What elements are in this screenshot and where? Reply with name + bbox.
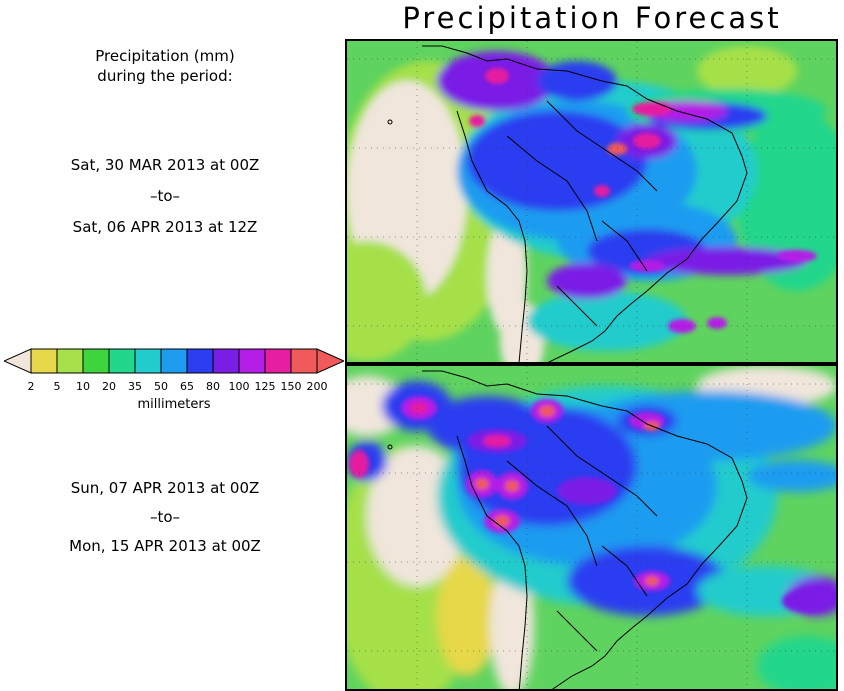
- colorbar-over-arrow: [316, 348, 344, 374]
- colorbar-tick-label: 50: [154, 380, 168, 393]
- colorbar-bin: [212, 348, 240, 374]
- colorbar-bin: [30, 348, 58, 374]
- period-label: Precipitation (mm) during the period:: [0, 46, 330, 86]
- colorbar-tick-label: 100: [229, 380, 250, 393]
- colorbar-legend: 2 5 10 20 35 50 65 80 100 125 150 200 millimeters: [4, 348, 344, 412]
- precip-field: [347, 46, 836, 362]
- map-panel-period1: [345, 39, 838, 364]
- colorbar-bin: [134, 348, 162, 374]
- colorbar-under-arrow: [4, 348, 32, 374]
- page-title: Precipitation Forecast: [402, 1, 782, 35]
- coastline-outline: [387, 45, 748, 362]
- colorbar-tick-label: 20: [102, 380, 116, 393]
- period-label-line1: Precipitation (mm): [95, 47, 235, 65]
- colorbar-bin: [108, 348, 136, 374]
- colorbar-tick-label: 150: [281, 380, 302, 393]
- colorbar-bins: [30, 348, 318, 374]
- period2-start: Sun, 07 APR 2013 at 00Z: [70, 479, 260, 497]
- colorbar-tick-labels: 2 5 10 20 35 50 65 80 100 125 150 200: [28, 380, 328, 393]
- graticule: [347, 366, 836, 689]
- colorbar-units: millimeters: [138, 397, 211, 412]
- coastline-outline: [387, 370, 748, 689]
- colorbar-tick-label: 65: [180, 380, 194, 393]
- colorbar-tick-label: 125: [255, 380, 276, 393]
- period1-start: Sat, 30 MAR 2013 at 00Z: [70, 156, 260, 174]
- colorbar-bin: [290, 348, 318, 374]
- period1-end: Sat, 06 APR 2013 at 12Z: [72, 218, 258, 236]
- period2-dates: Sun, 07 APR 2013 at 00Z –to– Mon, 15 APR…: [0, 474, 330, 561]
- colorbar-bin: [82, 348, 110, 374]
- colorbar-tick-label: 10: [76, 380, 90, 393]
- period1-dates: Sat, 30 MAR 2013 at 00Z –to– Sat, 06 APR…: [0, 150, 330, 243]
- precip-map-period2: [347, 366, 836, 689]
- period2-sep: –to–: [149, 508, 181, 526]
- map-panel-period2: [345, 364, 838, 691]
- period2-end: Mon, 15 APR 2013 at 00Z: [69, 537, 261, 555]
- colorbar-bin: [56, 348, 84, 374]
- colorbar-tick-label: 200: [307, 380, 328, 393]
- graticule: [347, 41, 836, 362]
- colorbar-tick-label: 2: [28, 380, 35, 393]
- colorbar-bin: [238, 348, 266, 374]
- colorbar-bin: [264, 348, 292, 374]
- colorbar-tick-label: 5: [54, 380, 61, 393]
- colorbar-tick-label: 80: [206, 380, 220, 393]
- colorbar-bin: [186, 348, 214, 374]
- colorbar-tick-label: 35: [128, 380, 142, 393]
- colorbar-bin: [160, 348, 188, 374]
- period1-sep: –to–: [149, 187, 181, 205]
- period-label-line2: during the period:: [97, 67, 233, 85]
- precip-map-period1: [347, 41, 836, 362]
